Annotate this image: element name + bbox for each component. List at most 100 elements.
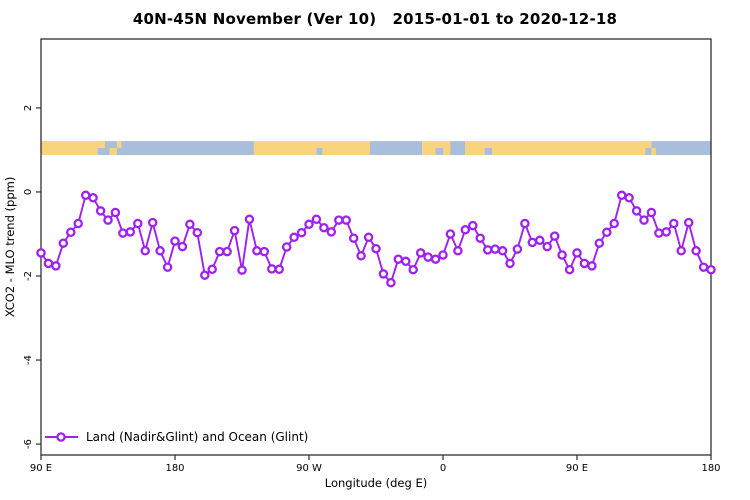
legend-marker-icon bbox=[56, 432, 66, 442]
data-point-marker bbox=[281, 242, 292, 252]
y-tick-label: -6 bbox=[23, 439, 34, 449]
band-segment-land bbox=[41, 141, 98, 155]
data-point-marker bbox=[162, 262, 173, 272]
data-point-marker bbox=[36, 248, 46, 258]
data-point-marker bbox=[616, 190, 627, 201]
data-point-marker bbox=[296, 227, 307, 238]
data-point-marker bbox=[691, 246, 701, 256]
data-point-marker bbox=[58, 238, 69, 248]
data-point-marker bbox=[401, 256, 411, 267]
x-tick-label: 180 bbox=[701, 463, 720, 474]
data-point-marker bbox=[572, 248, 582, 258]
data-point-marker bbox=[497, 246, 508, 256]
land-ocean-band bbox=[41, 141, 711, 155]
data-point-marker bbox=[587, 261, 597, 271]
data-point-marker bbox=[542, 241, 552, 252]
data-point-marker bbox=[95, 206, 106, 216]
data-point-marker bbox=[252, 246, 262, 256]
series-markers bbox=[36, 190, 716, 288]
data-point-marker bbox=[147, 217, 158, 228]
x-tick-label: 90 E bbox=[566, 463, 588, 474]
data-point-marker bbox=[311, 214, 322, 225]
data-point-marker bbox=[334, 215, 344, 225]
data-point-marker bbox=[527, 237, 538, 248]
data-point-marker bbox=[602, 227, 612, 238]
x-tick-label: 180 bbox=[165, 463, 184, 474]
y-tick-label: -2 bbox=[23, 271, 34, 281]
data-point-marker bbox=[348, 233, 359, 243]
data-point-marker bbox=[43, 258, 54, 269]
data-point-marker bbox=[453, 246, 463, 256]
band-patch-ocean bbox=[435, 148, 443, 155]
data-point-marker bbox=[88, 193, 98, 203]
data-point-marker bbox=[267, 264, 277, 274]
data-point-marker bbox=[289, 232, 299, 243]
data-point-marker bbox=[639, 215, 649, 225]
data-point-marker bbox=[244, 214, 255, 225]
data-point-marker bbox=[579, 258, 590, 269]
data-point-marker bbox=[319, 222, 329, 233]
data-point-marker bbox=[66, 227, 76, 238]
data-point-marker bbox=[155, 246, 165, 256]
data-point-marker bbox=[363, 232, 374, 243]
band-patch-ocean bbox=[316, 148, 323, 155]
data-point-marker bbox=[103, 215, 113, 225]
data-point-marker bbox=[51, 261, 61, 271]
y-axis-ticks: 2 0 -2 -4 -6 bbox=[23, 105, 41, 449]
series-line bbox=[40, 194, 712, 284]
data-point-marker bbox=[274, 264, 284, 275]
x-tick-label: 90 W bbox=[296, 463, 322, 474]
data-point-marker bbox=[192, 227, 203, 238]
data-point-marker bbox=[415, 248, 426, 258]
plot-border bbox=[40, 38, 712, 456]
data-point-marker bbox=[229, 225, 240, 236]
data-point-marker bbox=[200, 270, 210, 280]
data-point-marker bbox=[393, 254, 404, 264]
data-point-marker bbox=[661, 227, 672, 237]
data-point-marker bbox=[468, 220, 478, 231]
band-patch-land bbox=[109, 148, 117, 155]
data-point-marker bbox=[475, 233, 485, 243]
data-point-marker bbox=[654, 228, 664, 238]
band-patch-land bbox=[116, 141, 122, 148]
data-point-marker bbox=[676, 246, 686, 256]
y-tick-label: -4 bbox=[23, 355, 34, 365]
data-point-marker bbox=[646, 207, 657, 218]
data-point-marker bbox=[423, 252, 433, 262]
y-axis-label: XCO2 - MLO trend (ppm) bbox=[3, 177, 17, 318]
x-tick-label: 0 bbox=[440, 463, 446, 474]
data-point-marker bbox=[170, 236, 180, 246]
data-point-marker bbox=[304, 219, 314, 230]
data-point-marker bbox=[445, 229, 456, 239]
data-point-marker bbox=[326, 227, 337, 237]
band-segment-land bbox=[253, 141, 370, 155]
data-point-marker bbox=[378, 269, 389, 279]
band-segment-ocean bbox=[645, 141, 711, 155]
y-tick-label: 0 bbox=[23, 189, 34, 195]
data-point-marker bbox=[222, 246, 232, 257]
data-point-marker bbox=[207, 264, 217, 275]
data-point-marker bbox=[706, 264, 716, 275]
band-segment-ocean bbox=[450, 141, 466, 155]
data-point-marker bbox=[73, 218, 83, 229]
data-point-marker bbox=[356, 251, 366, 261]
y-tick-label: 2 bbox=[23, 105, 34, 111]
band-segment-ocean bbox=[97, 141, 254, 155]
data-point-marker bbox=[118, 228, 128, 238]
data-point-marker bbox=[237, 265, 247, 275]
data-point-marker bbox=[520, 218, 530, 229]
band-segment-land bbox=[465, 141, 646, 155]
data-point-marker bbox=[80, 190, 91, 201]
data-point-marker bbox=[408, 264, 418, 275]
data-point-marker bbox=[341, 215, 351, 225]
data-point-marker bbox=[386, 277, 396, 288]
legend: Land (Nadir&Glint) and Ocean (Glint) bbox=[45, 430, 308, 444]
data-point-marker bbox=[371, 243, 381, 254]
chart-title: 40N-45N November (Ver 10) 2015-01-01 to … bbox=[132, 10, 618, 28]
x-tick-label: 90 E bbox=[30, 463, 52, 474]
data-point-marker bbox=[438, 250, 448, 260]
x-axis-label: Longitude (deg E) bbox=[325, 476, 427, 490]
data-point-marker bbox=[505, 258, 515, 269]
data-point-marker bbox=[564, 264, 575, 275]
